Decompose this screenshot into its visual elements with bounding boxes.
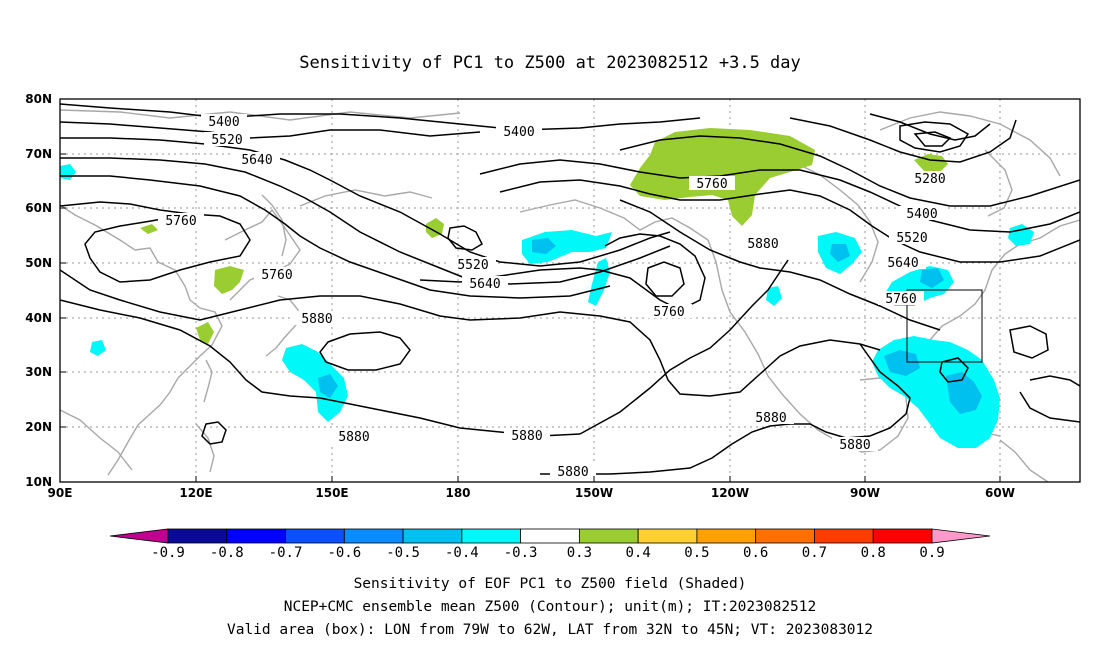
contour-label: 5760 — [165, 214, 196, 229]
lon-label: 60W — [985, 486, 1015, 500]
colorbar-label: -0.8 — [210, 545, 244, 561]
latitude-labels: 80N 70N 60N 50N 40N 30N 20N 10N — [25, 92, 52, 489]
colorbar-low-triangle — [109, 528, 169, 544]
contour-label: 5520 — [211, 133, 242, 148]
colorbar-label: 0.7 — [802, 545, 827, 561]
colorbar-label: -0.6 — [327, 545, 361, 561]
contour-label: 5400 — [503, 125, 534, 140]
colorbar-swatch — [814, 528, 874, 544]
caption-line-3: Valid area (box): LON from 79W to 62W, L… — [227, 622, 873, 638]
colorbar-swatch — [461, 528, 522, 544]
contour-label-layer: 5400 5520 5640 5400 5760 5520 5640 5760 … — [158, 114, 953, 480]
contour-label: 5640 — [469, 277, 500, 292]
contour-label: 5400 — [208, 115, 239, 130]
contour-label: 5760 — [696, 177, 727, 192]
contour-label: 5880 — [511, 429, 542, 444]
contour-label: 5880 — [839, 438, 870, 453]
contour-label: 5640 — [241, 153, 272, 168]
colorbar-swatch — [578, 528, 639, 544]
contour-label: 5880 — [338, 430, 369, 445]
colorbar: -0.9 -0.8 -0.7 -0.6 -0.5 -0.4 -0.3 0.3 0.4 0.5 0.6… — [109, 528, 991, 561]
colorbar-swatch — [343, 528, 404, 544]
lat-label: 60N — [25, 201, 52, 215]
colorbar-label: -0.7 — [269, 545, 303, 561]
colorbar-label: -0.3 — [504, 545, 538, 561]
map-frame — [59, 98, 1081, 483]
z500-contours — [60, 103, 1080, 475]
colorbar-high-triangle — [931, 528, 991, 544]
lon-label: 150W — [575, 486, 613, 500]
contour-label: 5760 — [885, 292, 916, 307]
lat-label: 40N — [25, 311, 52, 325]
colorbar-label: -0.4 — [445, 545, 479, 561]
colorbar-boxes — [167, 528, 933, 544]
colorbar-swatch — [520, 528, 580, 544]
caption-line-2: NCEP+CMC ensemble mean Z500 (Contour); u… — [284, 599, 817, 615]
colorbar-swatch — [402, 528, 463, 544]
colorbar-swatch — [872, 528, 933, 544]
lat-label: 10N — [25, 475, 52, 489]
lat-label: 50N — [25, 256, 52, 270]
axis-ticks — [60, 153, 1001, 482]
figure-title: Sensitivity of PC1 to Z500 at 2023082512… — [299, 53, 801, 73]
lon-label: 150E — [315, 486, 348, 500]
colorbar-label: -0.9 — [151, 545, 185, 561]
contour-label: 5520 — [896, 231, 927, 246]
lon-label: 120W — [711, 486, 749, 500]
colorbar-label: -0.5 — [386, 545, 420, 561]
contour-label: 5280 — [914, 172, 945, 187]
contour-label: 5880 — [755, 411, 786, 426]
contour-label: 5400 — [906, 207, 937, 222]
colorbar-swatch — [285, 528, 345, 544]
contour-label: 5520 — [457, 258, 488, 273]
colorbar-swatch — [637, 528, 698, 544]
lat-label: 20N — [25, 420, 52, 434]
colorbar-label: 0.8 — [861, 545, 886, 561]
colorbar-swatch — [755, 528, 815, 544]
lat-label: 70N — [25, 147, 52, 161]
shaded-deeper-negative — [318, 238, 982, 414]
colorbar-labels: -0.9 -0.8 -0.7 -0.6 -0.5 -0.4 -0.3 0.3 0.4 0.5 0.6… — [151, 545, 945, 561]
contour-label: 5880 — [557, 465, 588, 480]
longitude-labels: 90E 120E 150E 180 150W 120W 90W 60W — [48, 486, 1015, 500]
caption-line-1: Sensitivity of EOF PC1 to Z500 field (Sh… — [354, 576, 747, 592]
colorbar-label: 0.9 — [919, 545, 944, 561]
lon-label: 120E — [179, 486, 212, 500]
contour-label: 5880 — [747, 237, 778, 252]
contour-label: 5640 — [887, 256, 918, 271]
lat-label: 30N — [25, 365, 52, 379]
colorbar-label: 0.5 — [684, 545, 709, 561]
contour-label: 5760 — [653, 305, 684, 320]
contour-label: 5760 — [261, 268, 292, 283]
colorbar-swatch — [696, 528, 757, 544]
valid-area-box — [906, 289, 983, 363]
lon-label: 180 — [445, 486, 470, 500]
lat-label: 80N — [25, 92, 52, 106]
colorbar-label: 0.4 — [626, 545, 651, 561]
colorbar-label: 0.3 — [567, 545, 592, 561]
contour-label-bg — [158, 114, 953, 478]
lon-label: 90W — [850, 486, 880, 500]
lon-label: 90E — [48, 486, 73, 500]
contour-label: 5880 — [301, 312, 332, 327]
colorbar-label: 0.6 — [743, 545, 768, 561]
colorbar-swatch — [167, 528, 228, 544]
colorbar-swatch — [226, 528, 286, 544]
